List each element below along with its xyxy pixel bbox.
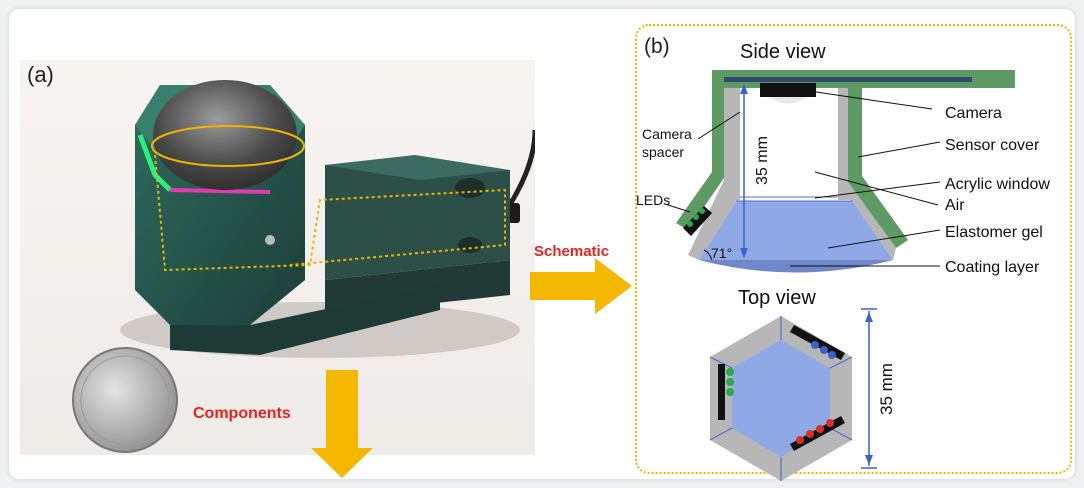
sensor-cover-left xyxy=(676,70,1015,230)
schematic-label: Schematic xyxy=(534,243,609,260)
camera-spacer-left xyxy=(688,88,740,260)
angle-label: 71° xyxy=(711,245,732,261)
sensor-photo xyxy=(20,60,538,455)
camera-spacer-label-line1: Camera xyxy=(642,126,692,142)
schematic-panel xyxy=(635,24,1072,474)
top-dimension-label: 35 mm xyxy=(877,363,896,415)
side-view-title: Side view xyxy=(740,41,826,63)
panel-b-label: (b) xyxy=(644,35,670,58)
camera-spacer-right xyxy=(838,88,896,260)
components-arrow xyxy=(311,370,373,478)
camera-lens xyxy=(770,97,806,104)
sensor-cover-label: Sensor cover xyxy=(945,137,1040,154)
led-strip xyxy=(683,206,712,236)
sensor-photo-drawing xyxy=(72,80,538,453)
acrylic-window-label: Acrylic window xyxy=(945,176,1050,193)
coating-layer-label: Coating layer xyxy=(945,259,1040,276)
top-view-gel xyxy=(732,340,830,457)
panel-a-label: (a) xyxy=(27,62,54,87)
top-led-strip-left xyxy=(718,364,725,420)
air-label: Air xyxy=(945,197,965,214)
top-plate xyxy=(724,77,972,82)
schematic-arrow xyxy=(530,258,632,314)
camera-label: Camera xyxy=(945,105,1002,122)
side-dimension-label: 35 mm xyxy=(754,136,771,185)
components-label: Components xyxy=(193,405,291,422)
top-view-title: Top view xyxy=(738,287,816,309)
acrylic-window xyxy=(736,196,853,202)
camera-block xyxy=(760,83,816,97)
camera-spacer-label-line2: spacer xyxy=(642,144,684,160)
leds-label: LEDs xyxy=(636,192,670,208)
elastomer-gel-label: Elastomer gel xyxy=(945,224,1043,241)
sensor-cover-right xyxy=(848,88,908,248)
